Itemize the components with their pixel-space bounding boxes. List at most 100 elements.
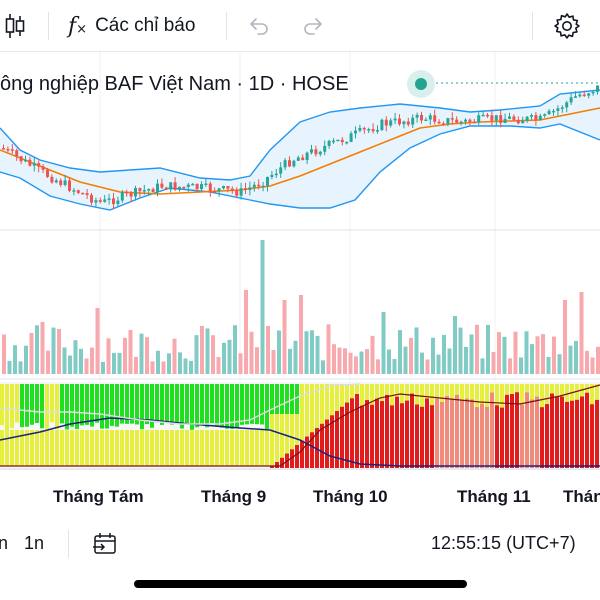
bollinger-band-fill	[0, 90, 600, 210]
oscillator-bar	[190, 430, 194, 466]
oscillator-bar	[155, 384, 159, 423]
oscillator-bar	[105, 384, 109, 429]
oscillator-bar	[65, 384, 69, 430]
candle-body	[354, 130, 357, 134]
oscillator-bar	[100, 430, 104, 466]
oscillator-bar	[120, 384, 124, 424]
candle-body	[327, 140, 331, 146]
volume-bar	[343, 348, 347, 374]
volume-bar	[90, 347, 94, 374]
oscillator-bar	[245, 384, 249, 425]
oscillator-bar	[530, 399, 534, 468]
candle-body	[318, 151, 322, 155]
oscillator-bar	[290, 384, 294, 468]
oscillator-bar	[105, 430, 109, 466]
oscillator-bar	[70, 430, 74, 466]
candle-body	[296, 157, 300, 161]
oscillator-bar	[285, 384, 289, 468]
range-button-1n[interactable]: 1n	[24, 533, 45, 553]
oscillator-bar	[230, 430, 234, 466]
volume-bar	[376, 359, 380, 374]
candle-body	[24, 159, 27, 162]
clock-timezone[interactable]: 12:55:15 (UTC+7)	[431, 533, 576, 553]
volume-bar	[2, 334, 6, 374]
oscillator-bar	[150, 384, 154, 428]
volume-bar	[546, 356, 551, 374]
oscillator-bar	[65, 430, 69, 466]
volume-bar	[431, 337, 435, 374]
oscillator-bar	[85, 384, 89, 425]
oscillator-bar	[515, 392, 519, 468]
oscillator-bar	[390, 405, 394, 468]
candle-body	[76, 190, 80, 193]
indicators-button[interactable]: f× Các chỉ báo	[68, 0, 195, 52]
candle-body	[10, 149, 14, 151]
oscillator-bar	[155, 430, 159, 466]
oscillator-bar	[325, 419, 329, 468]
settings-icon[interactable]	[553, 0, 581, 52]
oscillator-bar	[295, 445, 299, 468]
oscillator-bar	[200, 384, 204, 426]
oscillator-bar	[185, 430, 189, 466]
oscillator-bar	[280, 457, 284, 468]
redo-icon[interactable]	[302, 0, 324, 52]
volume-bar	[40, 322, 45, 374]
oscillator-bar	[260, 384, 264, 425]
candle-body	[367, 129, 371, 131]
candle-body	[305, 152, 309, 161]
candle-body	[578, 94, 582, 97]
range-button-n[interactable]: n	[0, 533, 9, 553]
candle-body	[63, 180, 67, 185]
moving-average-line	[0, 107, 600, 195]
price-chart[interactable]	[0, 52, 600, 522]
candles-icon[interactable]	[4, 0, 26, 52]
toolbar-separator	[48, 12, 49, 40]
candle-body	[538, 115, 542, 121]
oscillator-bar	[335, 411, 339, 468]
oscillator-bar	[145, 430, 149, 466]
undo-icon[interactable]	[248, 0, 270, 52]
oscillator-bar	[495, 405, 499, 468]
volume-bar	[508, 358, 512, 374]
oscillator-bar	[435, 398, 439, 468]
oscillator-bar	[45, 430, 49, 466]
candle-body	[543, 114, 547, 116]
chart-title: ông nghiệp BAF Việt Nam · 1D · HOSE	[0, 72, 349, 95]
bollinger-lower-line	[0, 123, 600, 211]
oscillator-bar	[130, 384, 134, 424]
oscillator-bar	[0, 430, 4, 466]
volume-bar	[7, 360, 12, 374]
candle-body	[494, 115, 498, 121]
oscillator-bar	[80, 384, 84, 426]
oscillator-bar	[55, 384, 59, 430]
oscillator-bar	[260, 430, 264, 466]
candle-body	[138, 188, 142, 192]
market-status-icon[interactable]	[407, 70, 435, 98]
candle-body	[398, 118, 401, 125]
volume-bar	[304, 331, 309, 374]
volume-bar	[299, 295, 303, 374]
x-axis-label: Thán	[563, 487, 600, 506]
candle-body	[389, 120, 393, 126]
oscillator-bar	[60, 384, 64, 424]
go-to-date-icon[interactable]	[92, 532, 118, 561]
volume-bar	[502, 336, 507, 374]
oscillator-bar	[160, 430, 164, 466]
candle-body	[90, 194, 93, 203]
bollinger-upper-line	[0, 89, 600, 181]
fx-icon: f×	[68, 13, 88, 39]
oscillator-bar	[265, 430, 269, 466]
volume-bar	[106, 338, 111, 374]
volume-bar	[112, 352, 116, 374]
candle-body	[244, 188, 247, 190]
oscillator-bar	[565, 401, 569, 468]
volume-bar	[161, 361, 166, 374]
oscillator-bar	[95, 384, 99, 423]
volume-bar	[332, 344, 336, 374]
candle-body	[230, 188, 234, 191]
volume-bar	[552, 336, 556, 374]
volume-bar	[156, 350, 160, 374]
candle-body	[81, 192, 85, 195]
oscillator-bar	[20, 384, 24, 428]
volume-bar	[447, 348, 452, 374]
